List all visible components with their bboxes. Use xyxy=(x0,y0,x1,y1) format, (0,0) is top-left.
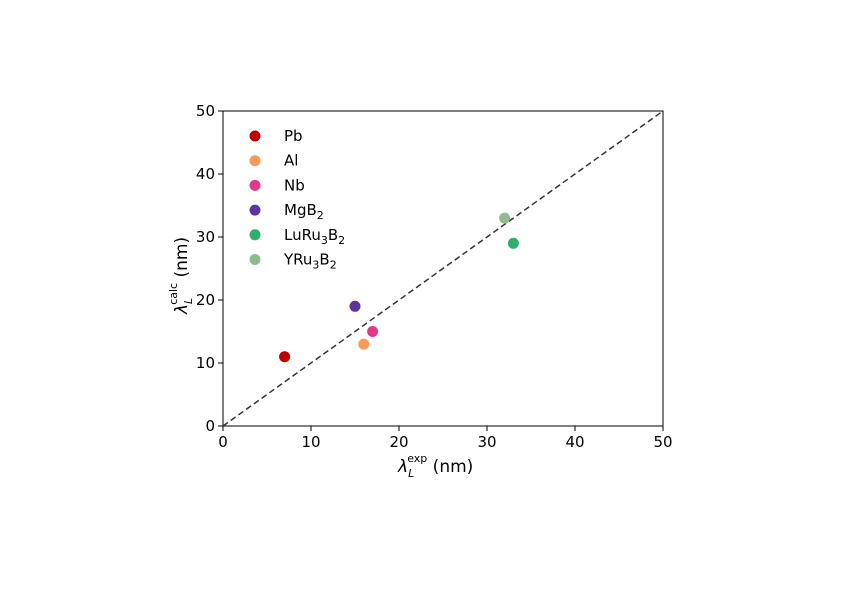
y-tick-label: 20 xyxy=(196,291,215,309)
y-tick-label: 10 xyxy=(196,354,215,372)
x-tick-label: 50 xyxy=(653,433,672,451)
legend-label-luru3b2: LuRu3B2 xyxy=(284,226,345,247)
x-axis-label: λLexp (nm) xyxy=(397,452,473,480)
legend-marker-mgb2 xyxy=(249,204,261,216)
data-point-al xyxy=(358,338,370,350)
legend-label-nb: Nb xyxy=(284,176,305,194)
data-point-pb xyxy=(279,351,291,363)
legend-marker-nb xyxy=(249,179,261,191)
legend-marker-al xyxy=(249,155,261,167)
data-point-luru3b2 xyxy=(507,237,519,249)
legend-label-al: Al xyxy=(284,152,298,170)
y-axis-label: λLcalc (nm) xyxy=(167,237,195,315)
legend-marker-pb xyxy=(249,130,261,142)
x-tick-label: 40 xyxy=(565,433,584,451)
legend-label-mgb2: MgB2 xyxy=(284,201,324,222)
legend-label-pb: Pb xyxy=(284,127,303,145)
legend-label-yru3b2: YRu3B2 xyxy=(283,251,337,272)
plot-frame xyxy=(222,110,664,427)
x-tick-label: 10 xyxy=(301,433,320,451)
reference-line xyxy=(222,110,664,427)
x-tick-label: 0 xyxy=(218,433,228,451)
data-point-yru3b2 xyxy=(499,212,511,224)
legend-marker-luru3b2 xyxy=(249,229,261,241)
y-tick-label: 0 xyxy=(205,417,215,435)
x-tick-label: 20 xyxy=(389,433,408,451)
data-point-mgb2 xyxy=(349,300,361,312)
legend-marker-yru3b2 xyxy=(249,254,261,265)
y-tick-label: 50 xyxy=(196,102,215,120)
y-tick-label: 40 xyxy=(196,165,215,183)
data-point-nb xyxy=(367,326,379,337)
x-tick-label: 30 xyxy=(477,433,496,451)
y-tick-label: 30 xyxy=(196,228,215,246)
